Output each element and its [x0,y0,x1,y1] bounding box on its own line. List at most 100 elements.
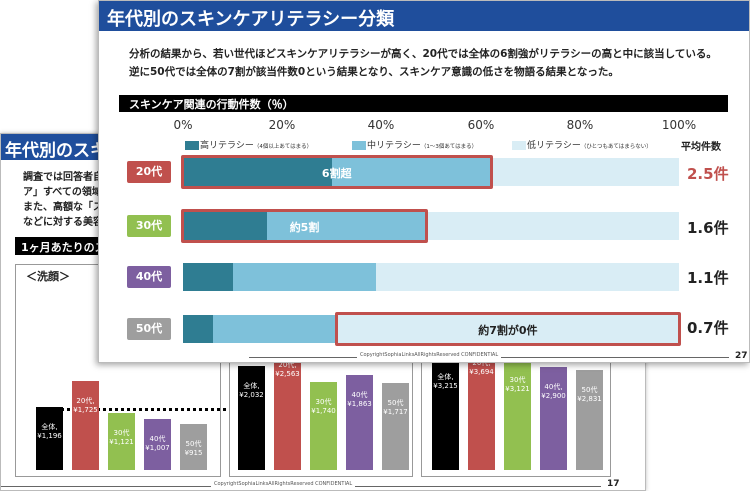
bar: 40代, ¥2,900 [540,367,567,470]
back-slide-section-title: 1ヶ月あたりのスキ [21,241,117,254]
copyright-text: CopyrightSophiaLinksAllRightsReserved CO… [211,481,356,487]
highlight-label-30s: 約5割 [289,221,320,234]
average-dotted-line [48,408,226,411]
bar-segment-high [183,158,332,186]
bar-segment-mid [331,158,491,186]
copyright-text: CopyrightSophiaLinksAllRightsReserved CO… [357,352,502,358]
bar-value: ¥2,900 [541,391,566,400]
bar: 20代, ¥2,563 [274,345,301,470]
front-slide: 年代別のスキンケアリテラシー分類 分析の結果から、若い世代ほどスキンケアリテラシ… [98,0,750,363]
bar-label: 20代, [278,361,297,369]
front-slide-footer: CopyrightSophiaLinksAllRightsReserved CO… [99,350,749,362]
front-slide-title: 年代別のスキンケアリテラシー分類 [107,9,395,30]
summary-line: 分析の結果から、若い世代ほどスキンケアリテラシーが高く、20代では全体の6割強が… [129,48,717,60]
front-slide-title-bar: 年代別のスキンケアリテラシー分類 [99,1,749,31]
bar-label: 40代, [544,383,563,391]
average-count-40s: 1.1件 [687,269,729,287]
back-slide-text-line: また、高額な「スペ [23,202,113,213]
average-count-30s: 1.6件 [687,219,729,237]
bar-label: 40代 [149,435,166,443]
bar-value: ¥3,215 [433,381,458,390]
bar: 50代 ¥2,831 [576,370,603,470]
bar-label: 全体, [243,382,260,390]
chart-title: スキンケア関連の行動件数（％） [129,98,294,111]
legend-label: 低リテラシー [527,141,581,151]
age-badge-50s: 50代 [127,318,171,340]
bar-label: 30代 [113,429,130,437]
bar: 全体, ¥1,196 [36,407,63,470]
bar-row-50s [183,315,679,343]
highlight-box-30s [181,209,429,243]
highlight-box-20s [181,155,493,189]
bar: 30代 ¥3,121 [504,360,531,470]
bar: 全体, ¥2,032 [238,366,265,470]
x-tick-label: 20% [268,118,296,132]
bar: 50代 ¥915 [180,424,207,470]
bar-segment-mid [212,315,337,343]
back-slide-text-line: ア」すべての領域で [23,187,112,198]
bar-value: ¥1,196 [37,431,62,440]
average-count-20s: 2.5件 [687,165,729,183]
bar-label: 20代, [76,397,95,405]
age-badge-20s: 20代 [127,161,171,183]
bar-segment-high [183,263,233,291]
highlight-box-50s [334,312,681,346]
bar: 30代 ¥1,121 [108,413,135,470]
bar: 30代 ¥1,740 [310,382,337,470]
bar-segment-high [183,315,213,343]
bar-value: ¥1,717 [383,407,408,416]
bar-value: ¥915 [184,448,203,457]
x-tick-label: 40% [367,118,395,132]
bar-segment-high [183,212,268,240]
bar-row-20s [183,158,679,186]
legend-label: 高リテラシー [200,141,254,151]
bar: 20代, ¥3,694 [468,343,495,470]
legend-note: （4個以上あてはまる） [253,144,313,150]
bar-value: ¥2,831 [577,394,602,403]
bar-row-30s [183,212,679,240]
highlight-label-20s: 6割超 [321,167,352,180]
bar: 20代, ¥1,725 [72,381,99,470]
legend-note: （1～3個あてはまる） [420,144,478,150]
bar-segment-mid [267,212,427,240]
bar-value: ¥2,563 [275,369,300,378]
bar-label: 40代 [351,391,368,399]
bar-value: ¥3,694 [469,367,494,376]
bar-value: ¥1,740 [311,406,336,415]
bar-label: 30代 [509,376,526,384]
bar-row-40s [183,263,679,291]
bar-label: 50代 [581,386,598,394]
chart-title-bar: スキンケア関連の行動件数（％） [119,95,728,112]
bar-label: 30代 [315,398,332,406]
bar: 40代 ¥1,007 [144,419,171,470]
average-count-header: 平均件数 [681,142,721,153]
summary-line: 逆に50代では全体の7割が該当件数0という結果となり、スキンケア意識の低さを物語… [129,66,619,78]
age-badge-40s: 40代 [127,266,171,288]
x-tick-label: 0% [173,118,193,132]
bar-label: 全体, [41,423,58,431]
legend-swatch-mid [352,141,366,150]
page-number: 17 [607,479,620,489]
bar-value: ¥1,863 [347,399,372,408]
bar-value: ¥2,032 [239,390,264,399]
legend-entry-high: 高リテラシー（4個以上あてはまる） [200,138,312,151]
back-slide-text-line: 調査では回答者自 [23,172,103,183]
back-slide-footer: CopyrightSophiaLinksAllRightsReserved CO… [1,479,645,490]
age-badge-30s: 30代 [127,215,171,237]
bar-value: ¥1,725 [73,405,98,414]
bar-label: 50代 [185,440,202,448]
bar: 全体, ¥3,215 [432,357,459,470]
legend-label: 中リテラシー [367,141,421,151]
legend-swatch-high [185,141,199,150]
bar-label: 50代 [387,399,404,407]
bar: 50代 ¥1,717 [382,383,409,470]
bar-value: ¥3,121 [505,384,530,393]
x-tick-label: 60% [467,118,495,132]
legend-entry-mid: 中リテラシー（1～3個あてはまる） [367,138,477,151]
page-number: 27 [735,351,748,361]
bar-value: ¥1,007 [145,443,170,452]
back-slide-text-line: などに対する美容 [23,217,103,228]
x-tick-label: 80% [566,118,594,132]
x-tick-label: 100% [661,118,697,132]
bar-segment-mid [232,263,377,291]
